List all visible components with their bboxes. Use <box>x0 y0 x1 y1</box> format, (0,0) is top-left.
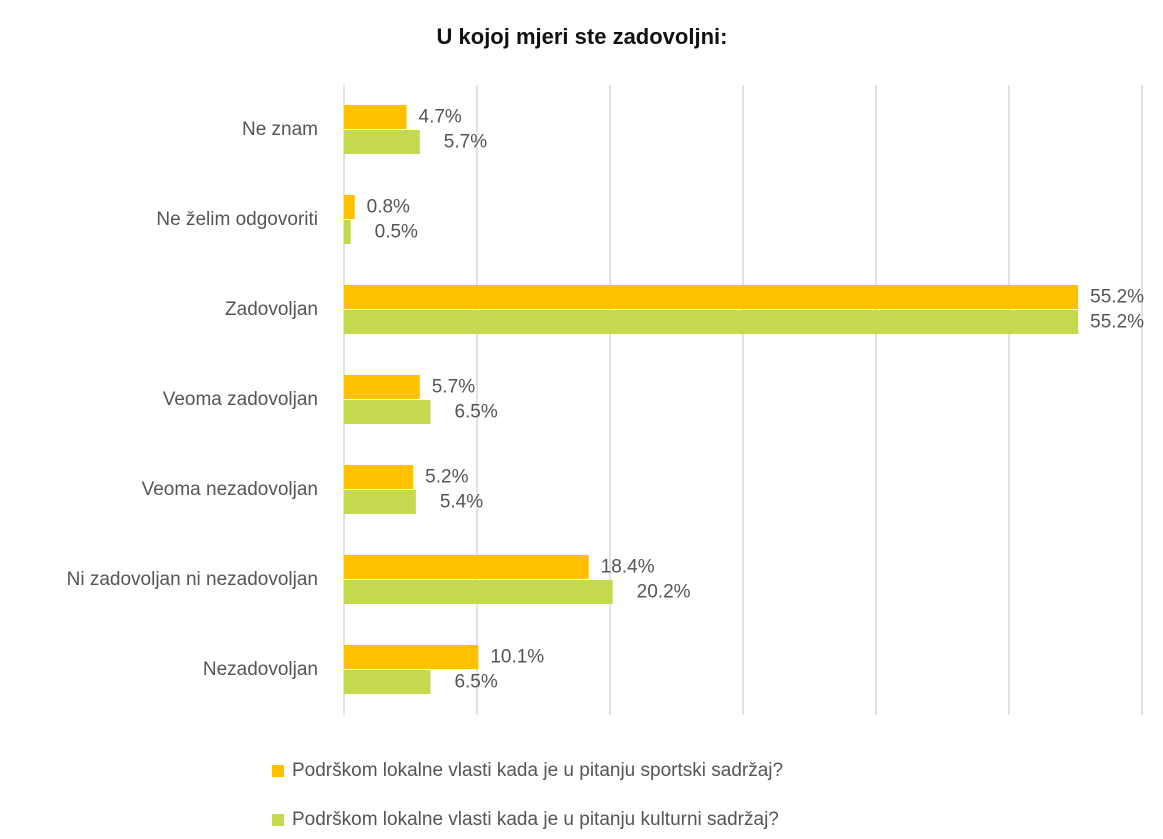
y-tick-label: Ne znam <box>242 119 318 140</box>
bar <box>344 555 589 579</box>
bar <box>344 400 431 424</box>
legend-label: Podrškom lokalne vlasti kada je u pitanj… <box>292 760 783 781</box>
bar <box>344 490 416 514</box>
bar <box>344 105 407 129</box>
y-tick-label: Veoma nezadovoljan <box>142 479 318 500</box>
bar <box>344 220 351 244</box>
legend-swatch <box>272 814 284 826</box>
value-label: 4.7% <box>419 107 462 128</box>
value-label: 6.5% <box>454 672 497 693</box>
value-label: 18.4% <box>601 557 655 578</box>
bar <box>344 375 420 399</box>
y-tick-label: Ni zadovoljan ni nezadovoljan <box>67 569 318 590</box>
y-tick-label: Veoma zadovoljan <box>163 389 318 410</box>
bar <box>344 195 355 219</box>
bar <box>344 310 1079 334</box>
value-label: 5.7% <box>444 132 487 153</box>
value-label: 0.8% <box>367 197 410 218</box>
bar <box>344 580 613 604</box>
y-tick-label: Zadovoljan <box>225 299 318 320</box>
bar <box>344 670 431 694</box>
legend-swatch <box>272 765 284 777</box>
legend-label: Podrškom lokalne vlasti kada je u pitanj… <box>292 809 779 830</box>
value-label: 10.1% <box>490 647 544 668</box>
value-label: 20.2% <box>637 582 691 603</box>
value-label: 0.5% <box>375 222 418 243</box>
value-label: 6.5% <box>454 402 497 423</box>
chart-title: U kojoj mjeri ste zadovoljni: <box>437 24 728 49</box>
value-label: 55.2% <box>1090 287 1144 308</box>
bar <box>344 645 479 669</box>
y-tick-label: Ne želim odgovoriti <box>156 209 318 230</box>
value-label: 5.7% <box>432 377 475 398</box>
value-label: 5.2% <box>425 467 468 488</box>
value-label: 5.4% <box>440 492 483 513</box>
y-tick-label: Nezadovoljan <box>203 659 318 680</box>
bar <box>344 465 414 489</box>
bar <box>344 285 1079 309</box>
value-label: 55.2% <box>1090 312 1144 333</box>
bar <box>344 130 420 154</box>
